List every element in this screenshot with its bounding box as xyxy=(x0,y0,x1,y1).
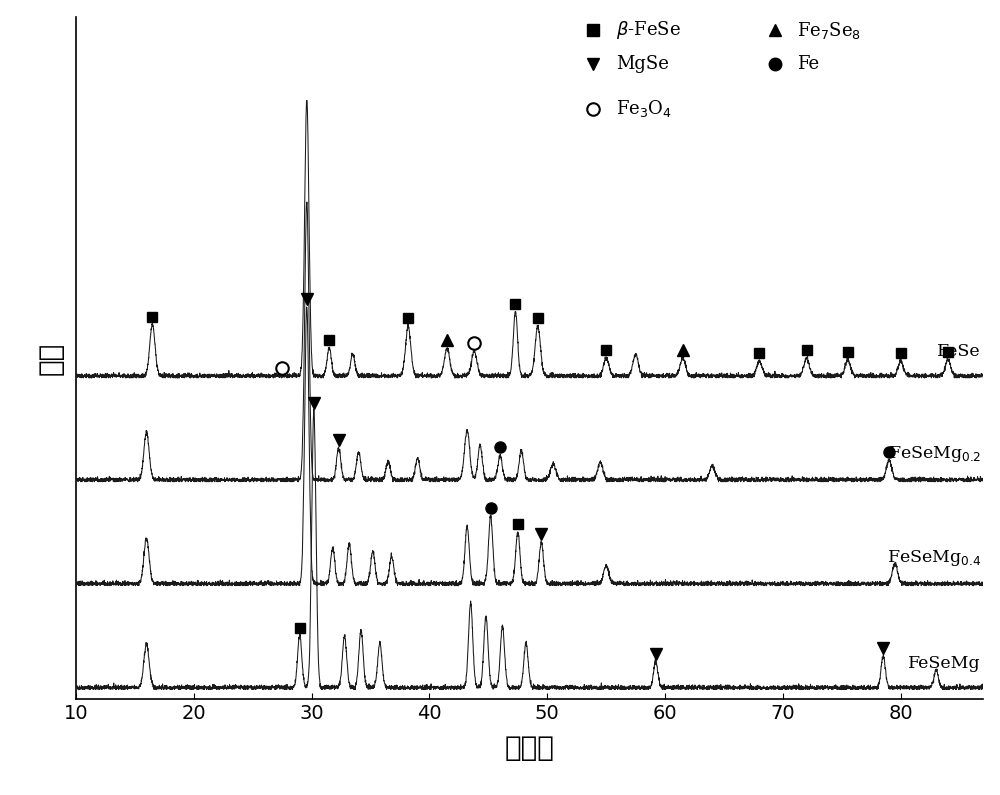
Text: MgSe: MgSe xyxy=(616,56,669,73)
Text: Fe: Fe xyxy=(797,56,819,73)
Text: FeSeMg$_{0.4}$: FeSeMg$_{0.4}$ xyxy=(887,548,981,568)
Text: Fe$_3$O$_4$: Fe$_3$O$_4$ xyxy=(616,99,672,119)
Text: FeSe: FeSe xyxy=(937,343,981,360)
Text: $\beta$-FeSe: $\beta$-FeSe xyxy=(616,19,681,41)
X-axis label: 衍射角: 衍射角 xyxy=(505,735,554,762)
Y-axis label: 强度: 强度 xyxy=(37,341,65,374)
Text: FeSeMg$_{0.2}$: FeSeMg$_{0.2}$ xyxy=(888,444,981,464)
Text: Fe$_7$Se$_8$: Fe$_7$Se$_8$ xyxy=(797,20,861,41)
Text: FeSeMg: FeSeMg xyxy=(908,655,981,672)
